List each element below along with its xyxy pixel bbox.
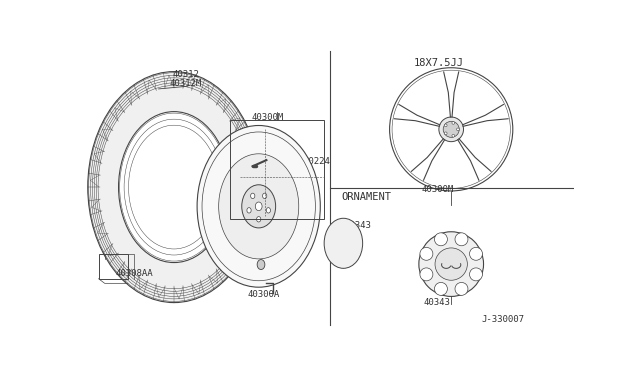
- Ellipse shape: [257, 217, 261, 222]
- Text: 40300M: 40300M: [252, 113, 284, 122]
- Circle shape: [444, 132, 447, 135]
- Ellipse shape: [197, 125, 320, 287]
- Circle shape: [455, 282, 468, 295]
- Circle shape: [452, 122, 454, 124]
- Circle shape: [420, 247, 433, 260]
- Text: 40300M: 40300M: [421, 186, 454, 195]
- Text: J-330007: J-330007: [481, 315, 524, 324]
- Ellipse shape: [262, 193, 267, 199]
- Ellipse shape: [118, 112, 230, 263]
- Text: 40308AA: 40308AA: [115, 269, 153, 278]
- Ellipse shape: [88, 71, 260, 302]
- Ellipse shape: [257, 260, 265, 270]
- Text: 40312: 40312: [172, 70, 199, 79]
- Ellipse shape: [324, 218, 363, 268]
- Text: 40343: 40343: [345, 221, 372, 230]
- Text: ORNAMENT: ORNAMENT: [342, 192, 392, 202]
- Circle shape: [439, 117, 463, 142]
- Circle shape: [443, 121, 460, 137]
- Circle shape: [456, 128, 460, 131]
- Circle shape: [444, 124, 447, 127]
- Ellipse shape: [242, 185, 276, 228]
- Text: 40224: 40224: [303, 157, 330, 166]
- Ellipse shape: [219, 154, 299, 259]
- Bar: [99, 254, 128, 279]
- Circle shape: [419, 232, 484, 296]
- Circle shape: [455, 233, 468, 246]
- Text: 40343: 40343: [424, 298, 451, 307]
- Circle shape: [435, 233, 447, 246]
- Ellipse shape: [247, 208, 251, 213]
- Text: 18X7.5JJ: 18X7.5JJ: [414, 58, 464, 68]
- Circle shape: [470, 268, 483, 281]
- Text: 40312M: 40312M: [170, 79, 202, 88]
- Ellipse shape: [251, 193, 255, 199]
- Text: 40311: 40311: [247, 152, 274, 161]
- Circle shape: [420, 268, 433, 281]
- Circle shape: [435, 248, 467, 280]
- Text: 40300A: 40300A: [247, 290, 280, 299]
- Ellipse shape: [255, 202, 262, 211]
- Bar: [230, 120, 324, 219]
- Circle shape: [470, 247, 483, 260]
- Circle shape: [435, 282, 447, 295]
- Circle shape: [452, 134, 454, 137]
- Ellipse shape: [266, 208, 271, 213]
